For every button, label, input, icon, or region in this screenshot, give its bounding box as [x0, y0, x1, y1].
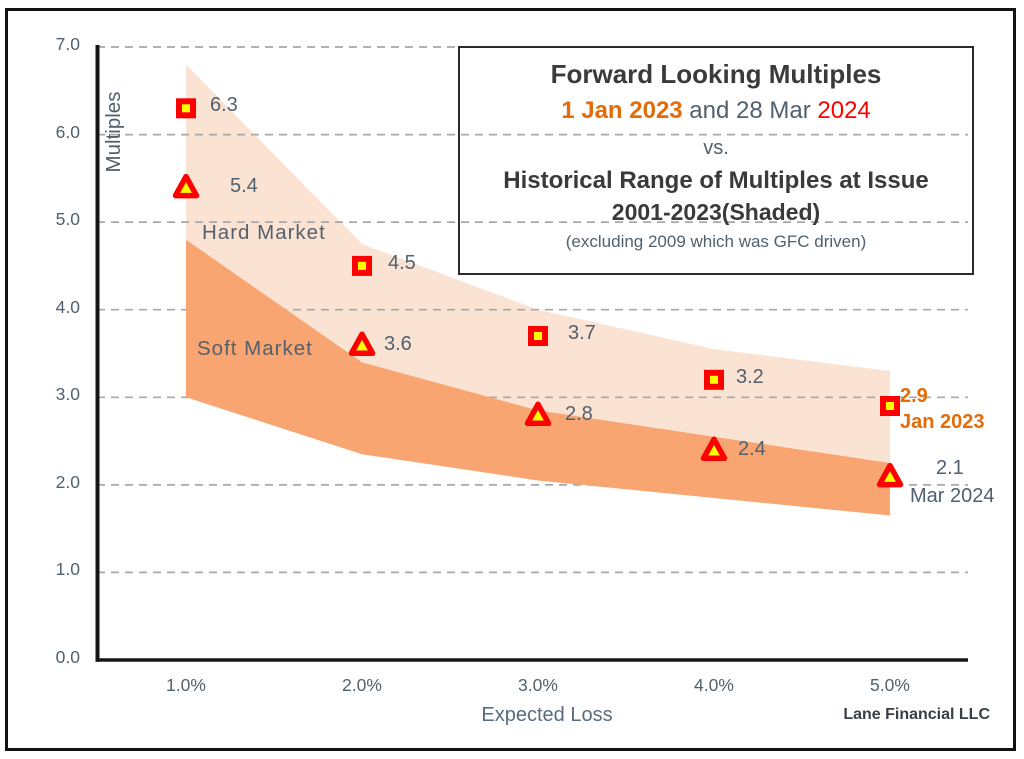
title-line-5: 2001-2023(Shaded)	[611, 199, 821, 225]
title-line-6: (excluding 2009 which was GFC driven)	[565, 232, 867, 251]
mar-2024-marker	[876, 462, 904, 488]
title-date-2024: 2024	[817, 97, 871, 124]
title-date-jan2023: 1 Jan 2023	[561, 97, 683, 124]
title-line-1: Forward Looking Multiples	[550, 59, 882, 89]
mar-2024-marker	[348, 331, 376, 356]
jan-2023-marker	[704, 369, 724, 390]
mar-2024-marker	[700, 436, 728, 462]
title-line-4: Historical Range of Multiples at Issue	[503, 167, 929, 194]
hard-market-label: Hard Market	[202, 221, 326, 244]
title-box: Forward Looking Multiples 1 Jan 2023 and…	[458, 46, 974, 275]
mar-2024-marker	[172, 173, 200, 199]
title-vs: vs.	[703, 137, 729, 159]
outer-border	[5, 8, 1016, 751]
brand-label: Lane Financial LLC	[843, 706, 990, 723]
jan-2023-marker	[880, 396, 900, 416]
x-axis-title: Expected Loss	[481, 704, 613, 726]
title-date-middle: and 28 Mar	[682, 97, 818, 124]
soft-market-label: Soft Market	[197, 337, 313, 360]
title-line-2: 1 Jan 2023 and 28 Mar 2024	[460, 95, 972, 127]
y-axis-title: Multiples	[102, 91, 125, 173]
jan-2023-marker	[352, 255, 372, 276]
mar-2024-marker	[524, 401, 552, 427]
jan-2023-marker	[528, 326, 548, 346]
jan-2023-marker	[176, 98, 196, 119]
hard-market-band	[186, 64, 890, 463]
